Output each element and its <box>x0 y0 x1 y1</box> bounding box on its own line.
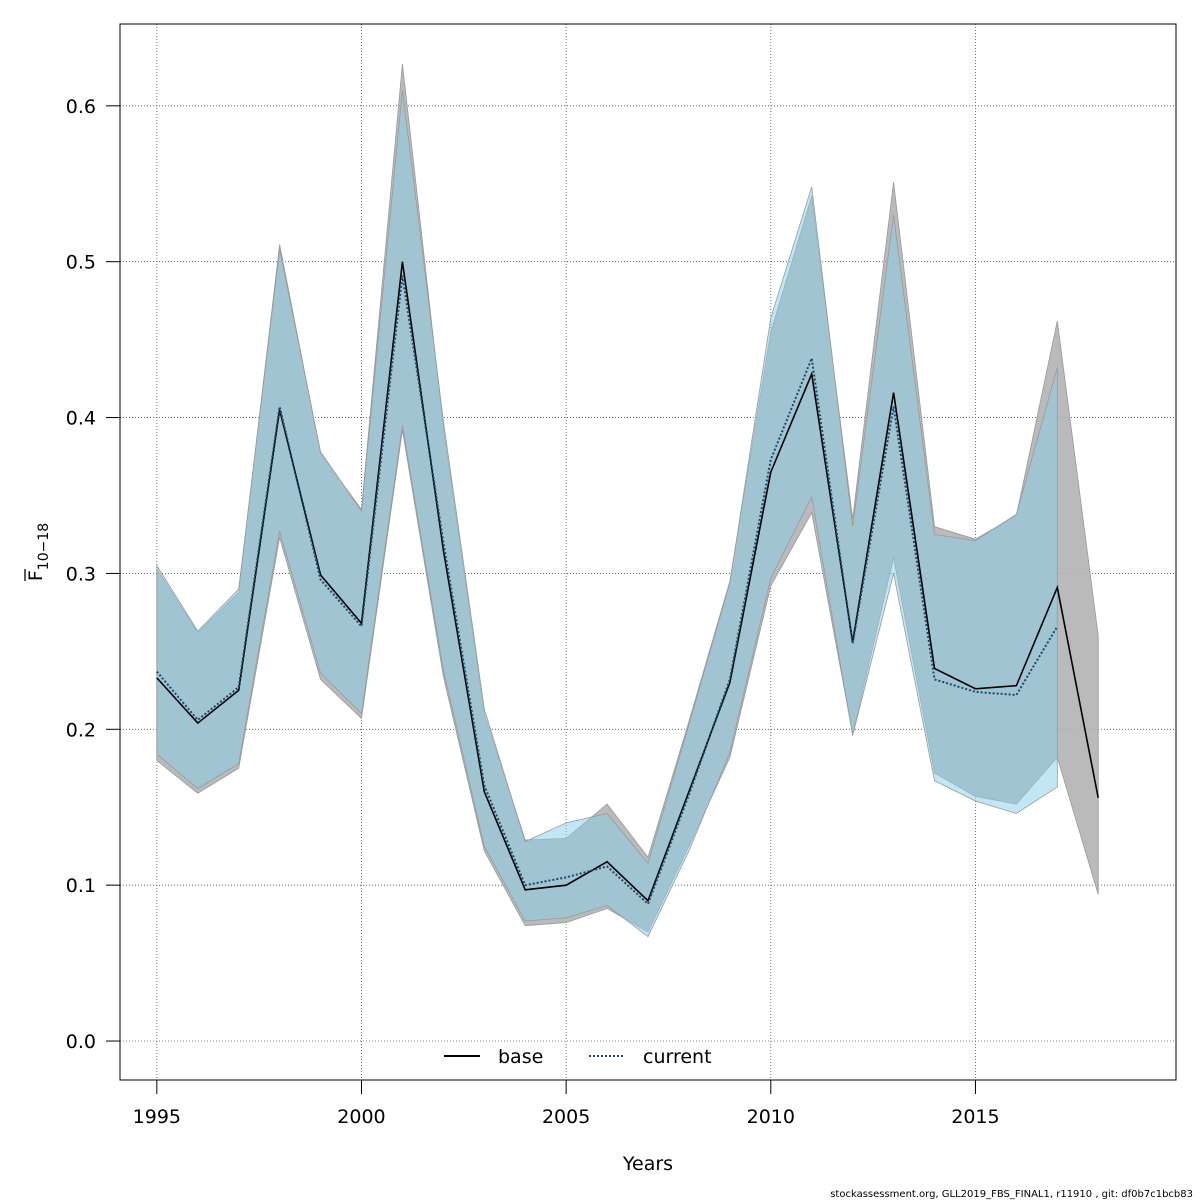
x-tick-label: 2010 <box>747 1106 795 1128</box>
x-tick-label: 1995 <box>133 1106 181 1128</box>
legend: base current <box>444 1046 712 1068</box>
x-axis: 1995 2000 2005 2010 2015 <box>133 1079 1000 1128</box>
y-axis-title-sub: 10−18 <box>36 523 52 570</box>
confidence-bands <box>156 63 1099 938</box>
y-tick-label: 0.4 <box>66 408 96 430</box>
x-tick-label: 2000 <box>337 1106 385 1128</box>
y-tick-label: 0.0 <box>66 1031 96 1053</box>
x-axis-title: Years <box>622 1153 673 1175</box>
footer-text: stockassessment.org, GLL2019_FBS_FINAL1,… <box>830 1189 1193 1200</box>
y-tick-label: 0.2 <box>66 719 96 741</box>
x-tick-label: 2015 <box>951 1106 999 1128</box>
y-tick-label: 0.3 <box>66 563 96 585</box>
y-tick-label: 0.1 <box>66 875 96 897</box>
svg-text:F10−18: F10−18 <box>25 523 52 581</box>
y-tick-label: 0.5 <box>66 252 96 274</box>
legend-label-current: current <box>643 1046 712 1068</box>
y-axis-title-main: F <box>25 570 47 581</box>
x-tick-label: 2005 <box>542 1106 590 1128</box>
y-tick-label: 0.6 <box>66 96 96 118</box>
y-axis-title: F10−18 <box>24 523 52 581</box>
legend-label-base: base <box>498 1046 543 1068</box>
y-axis: 0.0 0.1 0.2 0.3 0.4 0.5 0.6 <box>66 96 120 1053</box>
line-current <box>156 275 1059 906</box>
band-current <box>156 90 1058 938</box>
series-lines <box>156 261 1100 906</box>
